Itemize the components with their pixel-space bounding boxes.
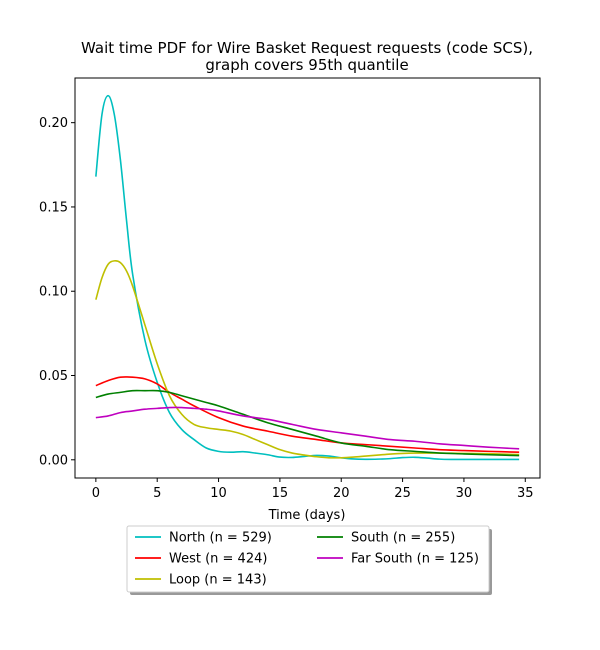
x-tick-label: 30 [456,486,473,501]
y-tick-label: 0.05 [39,369,68,384]
series-line-4 [95,406,520,450]
chart-title-line-1: Wait time PDF for Wire Basket Request re… [81,39,533,57]
x-tick-label: 5 [153,486,161,501]
x-axis-label: Time (days) [268,508,346,523]
y-tick-label: 0.20 [39,116,68,131]
series-line-1 [95,376,520,454]
y-axis-ticks: 0.00 0.05 0.10 0.15 0.20 [39,116,75,468]
x-tick-label: 25 [394,486,411,501]
legend-label-2: Loop (n = 143) [169,573,267,588]
series-line-0 [95,94,520,461]
y-tick-label: 0.15 [39,200,68,215]
x-tick-label: 35 [517,486,534,501]
y-tick-label: 0.10 [39,285,68,300]
legend-box [126,525,490,593]
x-tick-label: 10 [210,486,227,501]
x-axis-ticks: 0 5 10 15 20 25 30 35 [92,478,534,501]
plot-frame [74,77,541,479]
chart-title-line-2: graph covers 95th quantile [205,56,408,74]
legend-label-0: North (n = 529) [169,531,272,546]
series-layer [95,94,520,461]
series-line-3 [95,389,520,457]
legend-label-1: West (n = 424) [169,552,267,567]
legend-label-4: Far South (n = 125) [351,552,479,567]
legend-label-3: South (n = 255) [351,531,455,546]
x-tick-label: 0 [92,486,100,501]
legend: North (n = 529) West (n = 424) Loop (n = 1… [126,525,492,595]
legend-entries: North (n = 529) West (n = 424) Loop (n = 1… [135,531,479,588]
x-tick-label: 15 [272,486,289,501]
y-tick-label: 0.00 [39,453,68,468]
x-tick-label: 20 [333,486,350,501]
